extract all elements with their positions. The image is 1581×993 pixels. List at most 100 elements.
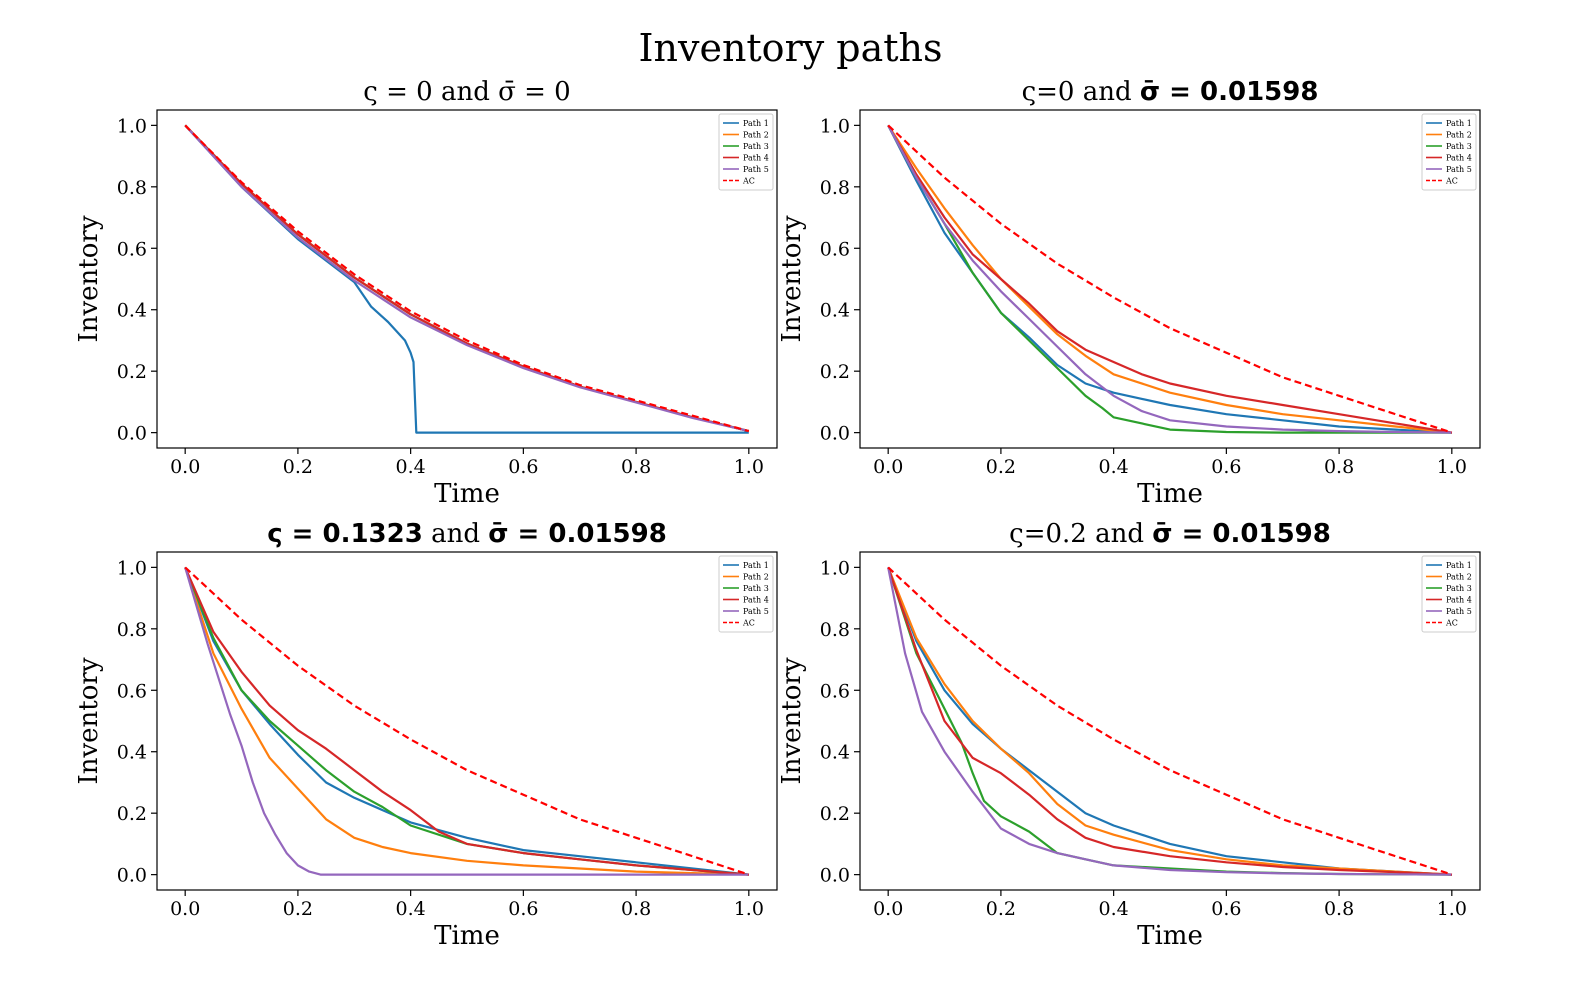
series-line-path-5: [184, 124, 750, 433]
x-axis-label: Time: [434, 921, 500, 951]
y-tick-label: 1.0: [820, 115, 850, 137]
series-line-path-2: [887, 124, 1452, 434]
legend-label: Path 5: [743, 607, 769, 616]
axes-frame: [859, 551, 1481, 891]
x-tick-label: 0.0: [170, 898, 200, 920]
x-tick-label: 0.8: [1324, 456, 1354, 478]
x-tick-label: 0.6: [1211, 456, 1241, 478]
y-tick-label: 0.0: [117, 865, 147, 887]
series-line-path-3: [887, 124, 1452, 434]
y-tick-label: 0.4: [820, 742, 850, 764]
legend: Path 1 Path 2 Path 3 Path 4 Path 5 AC: [1421, 113, 1477, 191]
y-tick-label: 0.2: [820, 361, 850, 383]
series-line-path-4: [887, 124, 1452, 434]
y-tick-label: 0.6: [820, 680, 850, 702]
series-line-path-2: [184, 124, 750, 433]
series-line-path-3: [184, 124, 750, 433]
x-tick-label: 0.2: [283, 456, 313, 478]
y-tick-label: 0.2: [117, 361, 147, 383]
x-tick-label: 0.2: [283, 898, 313, 920]
x-tick-label: 1.0: [734, 456, 764, 478]
x-tick-label: 1.0: [1437, 898, 1467, 920]
legend-label: Path 1: [743, 119, 769, 128]
series-line-ac: [887, 124, 1453, 434]
x-tick-label: 0.6: [508, 898, 538, 920]
legend-label: Path 2: [1446, 131, 1472, 140]
y-tick-label: 0.2: [820, 803, 850, 825]
legend-label: AC: [1445, 177, 1458, 186]
y-tick-label: 0.8: [820, 177, 850, 199]
x-tick-label: 0.4: [1099, 456, 1129, 478]
y-tick-label: 0.2: [117, 803, 147, 825]
legend: Path 1 Path 2 Path 3 Path 4 Path 5 AC: [718, 113, 774, 191]
legend-label: Path 3: [1446, 142, 1472, 151]
legend-label: AC: [742, 177, 755, 186]
y-tick-label: 0.0: [820, 865, 850, 887]
series-line-path-4: [184, 566, 749, 876]
legend: Path 1 Path 2 Path 3 Path 4 Path 5 AC: [1421, 555, 1477, 633]
series-line-ac: [887, 566, 1453, 876]
x-tick-label: 0.8: [621, 456, 651, 478]
y-axis-label: Inventory: [777, 657, 807, 784]
legend-label: Path 1: [1446, 561, 1472, 570]
y-axis-label: Inventory: [74, 657, 104, 784]
subplot-title: ς = 0 and σ̄ = 0: [363, 77, 570, 107]
x-tick-label: 1.0: [734, 898, 764, 920]
x-tick-label: 1.0: [1437, 456, 1467, 478]
x-tick-label: 0.6: [1211, 898, 1241, 920]
x-tick-label: 0.0: [170, 456, 200, 478]
legend-label: Path 4: [1446, 596, 1472, 605]
legend-label: Path 5: [1446, 165, 1472, 174]
y-tick-label: 0.0: [820, 423, 850, 445]
series-line-path-5: [887, 124, 1452, 434]
figure-title: Inventory paths: [638, 26, 943, 70]
legend-box: [718, 555, 774, 633]
legend-label: AC: [1445, 619, 1458, 628]
legend-label: Path 2: [743, 573, 769, 582]
subplot-title: ς = 0.1323 and σ̄ = 0.01598: [267, 519, 667, 549]
x-tick-label: 0.2: [986, 898, 1016, 920]
y-tick-label: 1.0: [117, 115, 147, 137]
x-tick-label: 0.4: [396, 456, 426, 478]
subplot-1: ς = 0 and σ̄ = 0 0.0 0.2 0.4 0.6 0.8 1.0 0.0 0.2…: [74, 77, 778, 509]
axes-frame: [859, 109, 1481, 449]
y-tick-label: 1.0: [820, 557, 850, 579]
legend-label: Path 1: [1446, 119, 1472, 128]
series-line-path-1: [184, 124, 749, 434]
legend-box: [1421, 555, 1477, 633]
series-line-path-4: [184, 124, 750, 433]
x-tick-label: 0.4: [396, 898, 426, 920]
y-tick-label: 0.6: [117, 680, 147, 702]
legend-label: Path 4: [1446, 154, 1472, 163]
series-line-path-1: [887, 124, 1452, 434]
y-axis-label: Inventory: [74, 215, 104, 342]
x-tick-label: 0.0: [873, 898, 903, 920]
legend-box: [1421, 113, 1477, 191]
series-line-path-4: [887, 567, 1452, 876]
series-line-ac: [184, 566, 750, 876]
y-axis-label: Inventory: [777, 215, 807, 342]
legend-label: Path 5: [1446, 607, 1472, 616]
axes-frame: [156, 109, 778, 449]
y-tick-label: 1.0: [117, 557, 147, 579]
legend: Path 1 Path 2 Path 3 Path 4 Path 5 AC: [718, 555, 774, 633]
legend-label: AC: [742, 619, 755, 628]
series-line-path-5: [887, 567, 1452, 876]
y-tick-label: 0.8: [820, 619, 850, 641]
y-tick-label: 0.6: [820, 238, 850, 260]
x-tick-label: 0.8: [621, 898, 651, 920]
series-line-path-5: [184, 567, 749, 876]
x-tick-label: 0.6: [508, 456, 538, 478]
legend-label: Path 1: [743, 561, 769, 570]
legend-label: Path 4: [743, 596, 769, 605]
series-line-path-3: [184, 566, 749, 876]
y-tick-label: 0.8: [117, 619, 147, 641]
legend-label: Path 3: [743, 142, 769, 151]
axes-frame: [156, 551, 778, 891]
y-tick-label: 0.0: [117, 423, 147, 445]
legend-label: Path 2: [1446, 573, 1472, 582]
legend-label: Path 3: [743, 584, 769, 593]
subplot-3: ς = 0.1323 and σ̄ = 0.01598 0.0 0.2 0.4 0.6 0…: [74, 519, 778, 951]
x-tick-label: 0.4: [1099, 898, 1129, 920]
